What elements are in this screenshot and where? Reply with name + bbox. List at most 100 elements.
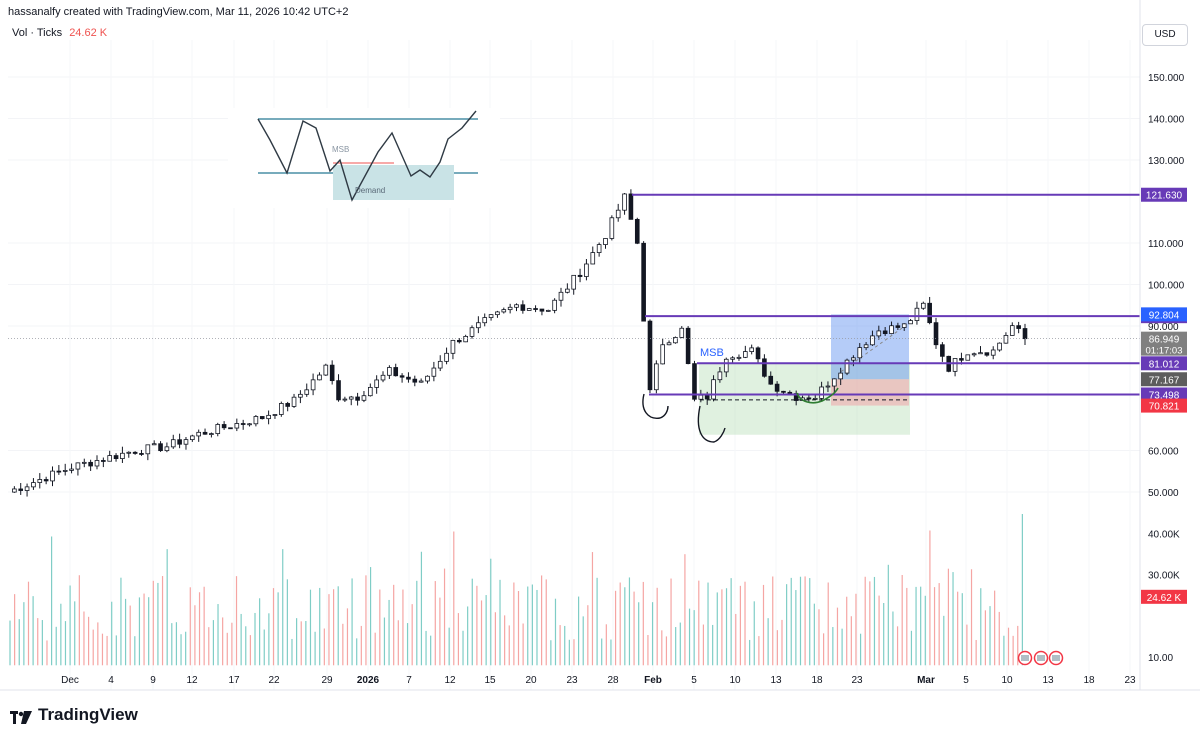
candle-body <box>317 374 322 381</box>
candle-body <box>456 339 462 343</box>
candle-body <box>247 423 252 426</box>
candle-body <box>565 288 570 293</box>
candle-body <box>647 320 653 391</box>
candle-body <box>348 396 354 400</box>
candle-body <box>940 344 945 357</box>
candle-body <box>361 395 367 401</box>
level-tag <box>1141 187 1187 202</box>
candle-body <box>88 461 93 467</box>
inset-demand-label: Demand <box>355 186 385 195</box>
candle-body <box>50 470 55 482</box>
long-target-zone <box>831 314 909 380</box>
candle-body <box>12 488 17 493</box>
candle-body <box>698 394 704 400</box>
candle-body <box>571 274 577 290</box>
volume-tick-label: 40.00K <box>1148 529 1180 540</box>
level-tag-label: 81.012 <box>1149 359 1180 370</box>
candle-body <box>177 439 182 445</box>
candle-body <box>959 358 964 361</box>
x-tick-label: 20 <box>525 675 537 686</box>
candle-body <box>145 444 151 455</box>
x-tick-label: 22 <box>268 675 280 686</box>
candle-body <box>209 433 214 435</box>
candle-body <box>469 327 475 337</box>
candle-body <box>101 460 106 462</box>
candle-body <box>183 439 189 445</box>
candle-body <box>730 357 735 360</box>
horizontal-levels[interactable] <box>8 193 1140 396</box>
attribution-text: hassanalfy created with TradingView.com,… <box>8 6 349 18</box>
candle-body <box>933 322 939 346</box>
candle-body <box>380 374 386 381</box>
x-tick-label: 5 <box>691 675 697 686</box>
candle-body <box>431 367 437 377</box>
candle-body <box>234 423 240 429</box>
candle-body <box>355 396 360 401</box>
candle-body <box>520 304 526 311</box>
candle-body <box>164 446 170 452</box>
candle-body <box>412 378 418 383</box>
x-tick-label: 23 <box>566 675 578 686</box>
candle-body <box>870 335 875 346</box>
candle-body <box>132 451 138 454</box>
candle-body <box>552 299 557 311</box>
y-tick-label: 50.000 <box>1148 488 1179 499</box>
tradingview-logo-icon <box>10 709 32 724</box>
candle-body <box>628 193 634 220</box>
x-tick-label: 9 <box>150 675 156 686</box>
candle-body <box>990 349 996 356</box>
drawings: MSB <box>642 347 1064 666</box>
candle-body <box>857 347 863 359</box>
candle-body <box>81 461 87 464</box>
candle-body <box>673 337 678 344</box>
candle-body <box>660 344 666 365</box>
candle-body <box>202 431 208 435</box>
price-tag <box>1141 331 1187 356</box>
level-tag <box>1141 387 1187 402</box>
level-tag-label: 121.630 <box>1146 191 1183 202</box>
x-tick-label: Feb <box>644 675 662 686</box>
candle-body <box>450 339 456 354</box>
candle-body <box>228 427 233 430</box>
candle-body <box>387 367 392 376</box>
currency-button[interactable]: USD <box>1142 24 1188 46</box>
tradingview-footer[interactable]: TradingView <box>10 705 138 725</box>
candle-body <box>151 443 157 446</box>
level-tag-label: 73.498 <box>1149 390 1180 401</box>
candle-body <box>692 363 697 400</box>
candle-body <box>590 252 596 265</box>
candle-body <box>889 325 894 335</box>
candle-body <box>418 380 424 383</box>
candle-body <box>507 306 513 311</box>
candle-body <box>762 358 767 377</box>
candle-body <box>279 403 284 415</box>
candle-body <box>310 379 316 391</box>
volume-value: 24.62 K <box>69 27 108 39</box>
candle-body <box>120 452 125 460</box>
candle-body <box>56 470 62 473</box>
candle-body <box>641 242 646 322</box>
candle-body <box>399 375 405 378</box>
volume-label: Vol · Ticks <box>12 27 63 39</box>
candle-body <box>736 356 742 359</box>
price-tag-label: 86.949 <box>1149 335 1180 346</box>
price-tags: 121.63092.37181.01273.49892.80486.94901:… <box>1141 187 1187 604</box>
price-tag <box>1141 372 1187 387</box>
candle-body <box>679 327 685 338</box>
candle-body <box>654 363 659 391</box>
x-tick-label: Dec <box>61 675 79 686</box>
candle-body <box>170 439 176 448</box>
candle-body <box>253 416 259 425</box>
candle-body <box>31 482 36 488</box>
candle-body <box>24 486 30 491</box>
candle-body <box>768 375 774 385</box>
candle-body <box>997 342 1002 351</box>
x-tick-label: 10 <box>729 675 741 686</box>
candle-body <box>94 460 100 467</box>
x-tick-label: Mar <box>917 675 935 686</box>
y-tick-label: 130.000 <box>1148 156 1185 167</box>
candle-body <box>685 327 691 365</box>
candle-body <box>158 443 163 452</box>
candle-body <box>596 244 602 253</box>
